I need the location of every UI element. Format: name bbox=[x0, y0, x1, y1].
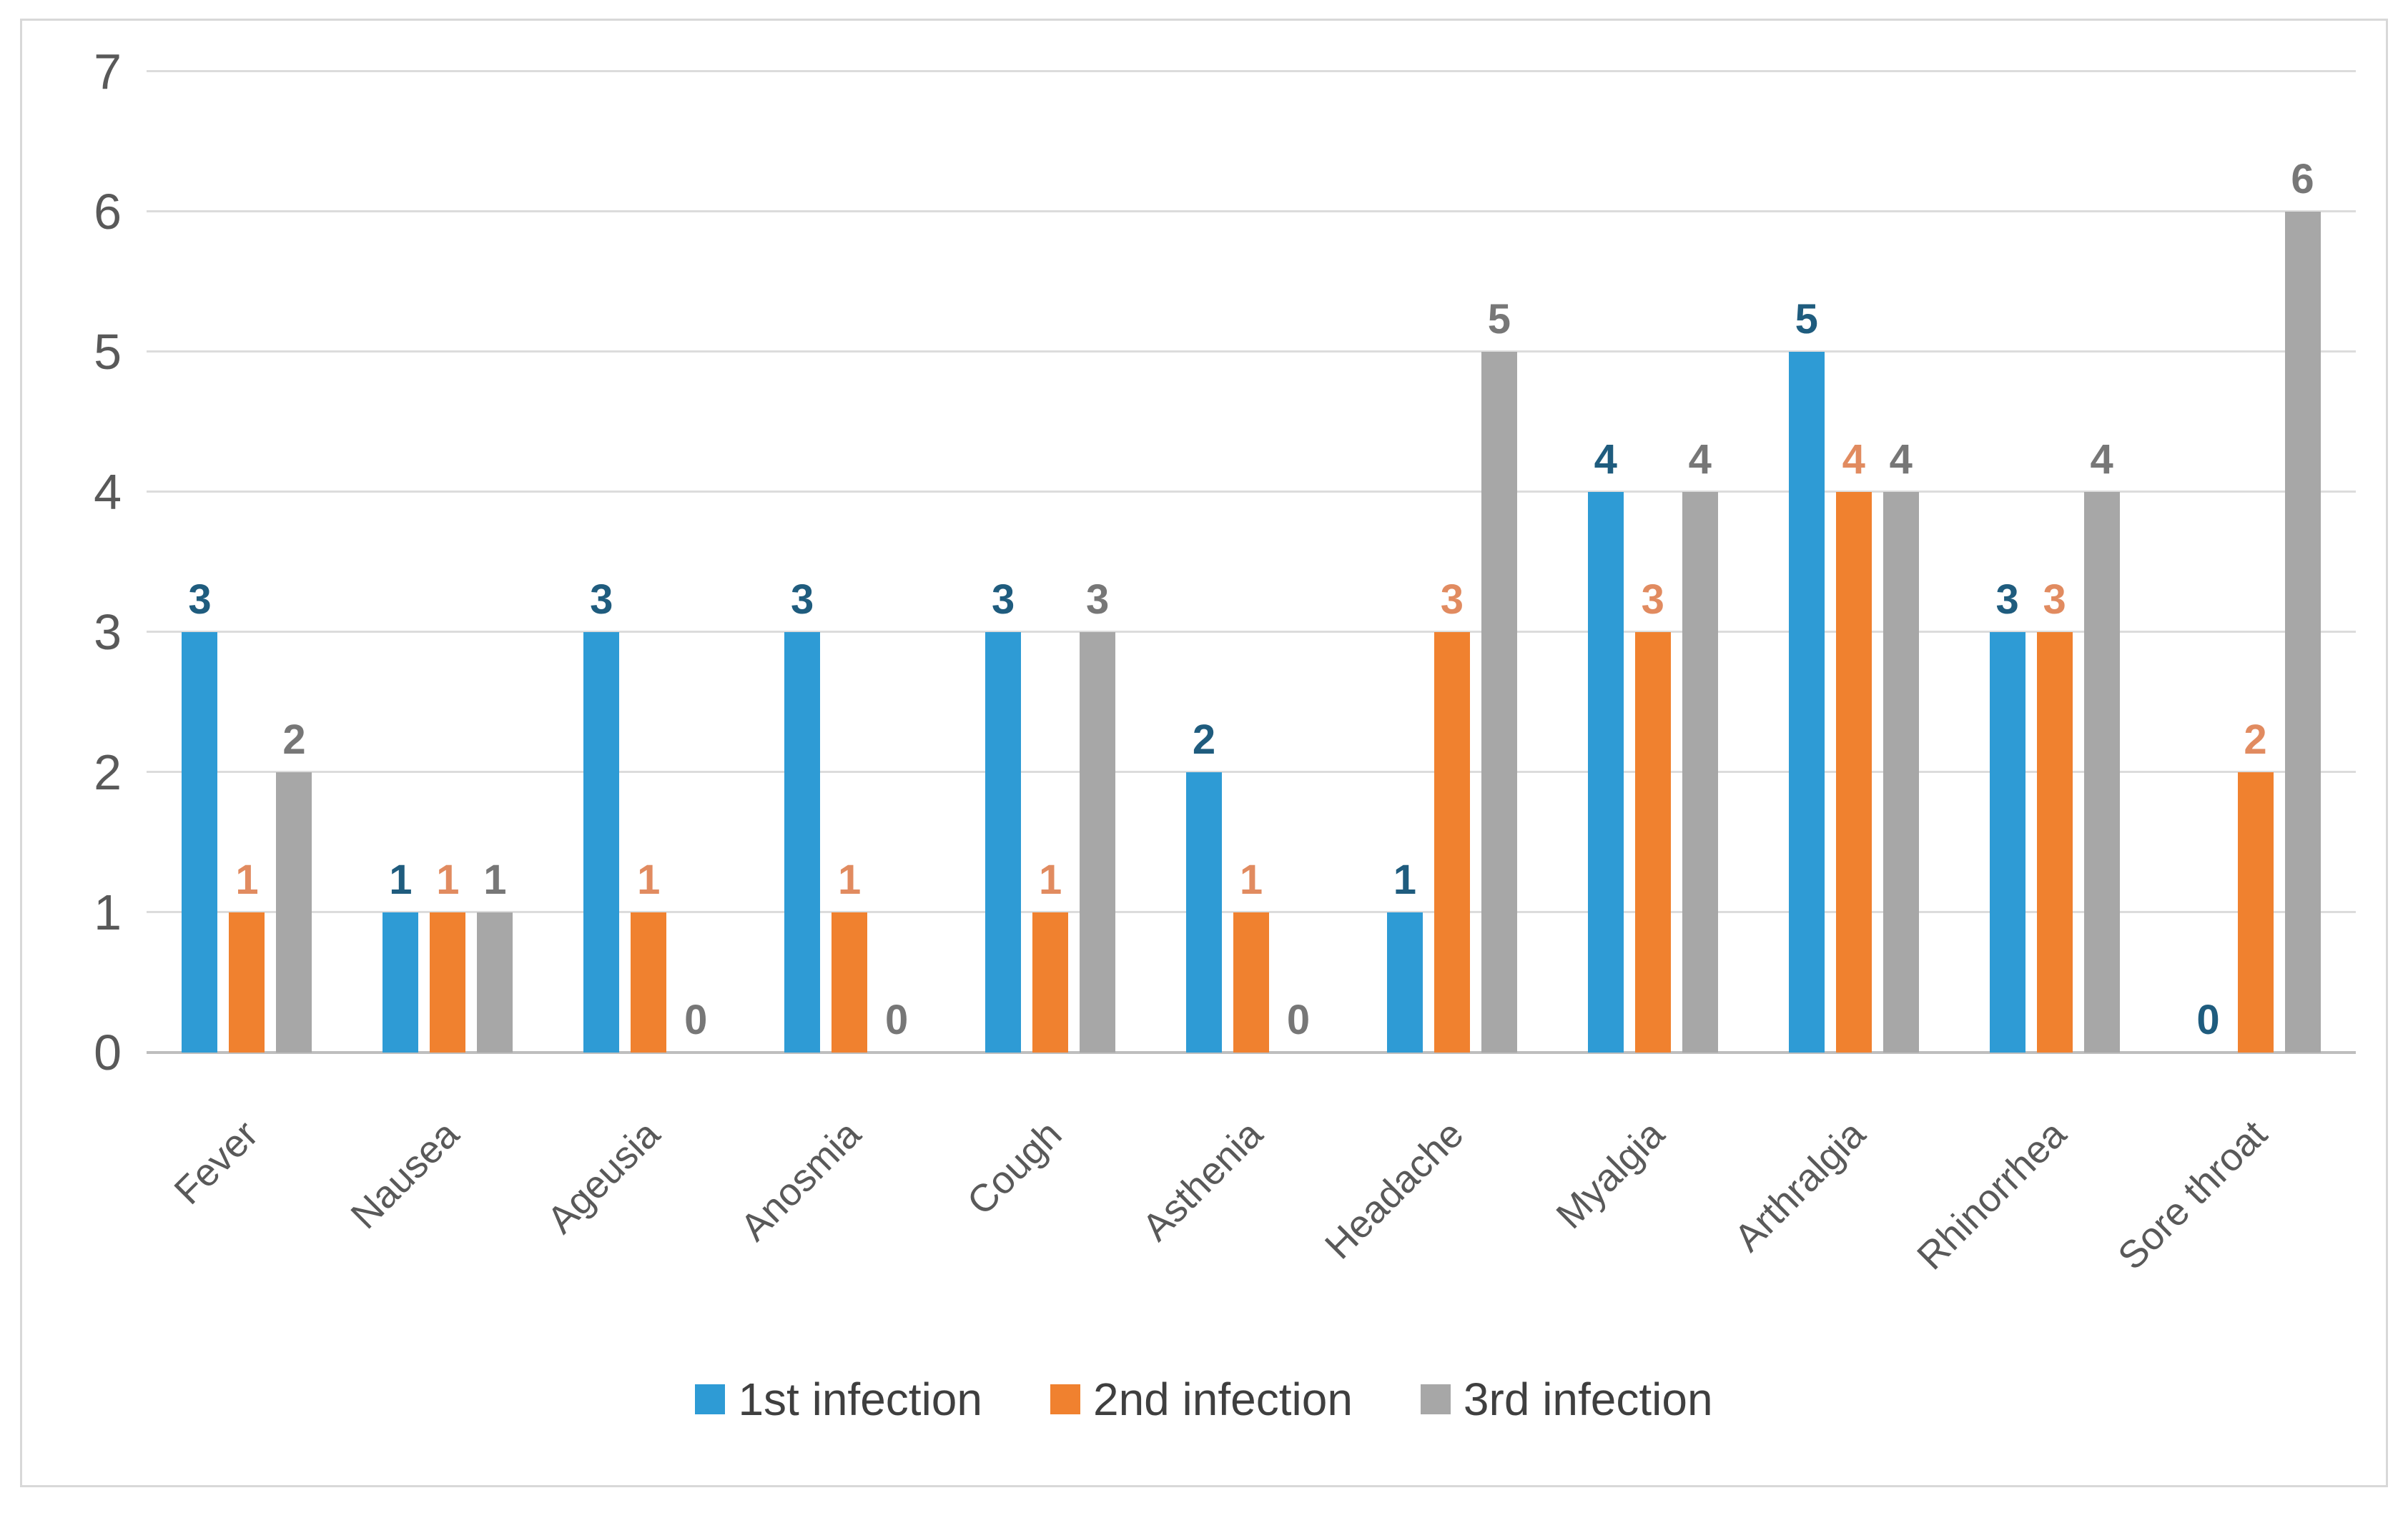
gridline bbox=[147, 210, 2356, 212]
legend-label: 1st infection bbox=[738, 1374, 982, 1425]
bar-value-label: 1 bbox=[235, 857, 259, 903]
bar-value-label: 0 bbox=[1286, 997, 1311, 1043]
bar-value-label: 0 bbox=[885, 997, 909, 1043]
bar-1st-infection bbox=[182, 632, 218, 1053]
legend-swatch bbox=[1420, 1384, 1451, 1414]
bar-value-label: 3 bbox=[991, 576, 1015, 623]
bar-value-label: 1 bbox=[389, 857, 413, 903]
bar-value-label: 4 bbox=[1594, 436, 1617, 483]
bar-value-label: 3 bbox=[1085, 576, 1110, 623]
legend-item: 2nd infection bbox=[1050, 1374, 1353, 1424]
bar-value-label: 5 bbox=[1795, 296, 1818, 342]
y-axis-tick-label: 2 bbox=[94, 744, 122, 800]
bar-value-label: 1 bbox=[1393, 857, 1417, 903]
bar-value-label: 3 bbox=[791, 576, 814, 623]
bar-1st-infection bbox=[383, 912, 419, 1053]
bar-value-label: 3 bbox=[590, 576, 613, 623]
bar-value-label: 1 bbox=[1239, 857, 1263, 903]
bar-value-label: 3 bbox=[1995, 576, 2019, 623]
y-axis-tick-label: 3 bbox=[94, 604, 122, 660]
bar-value-label: 3 bbox=[1440, 576, 1464, 623]
bar-2nd-infection bbox=[1032, 912, 1069, 1053]
bar-value-label: 3 bbox=[1641, 576, 1664, 623]
legend-item: 1st infection bbox=[695, 1374, 982, 1424]
bar-2nd-infection bbox=[1835, 492, 1872, 1053]
bar-1st-infection bbox=[1386, 912, 1423, 1053]
bar-3rd-infection bbox=[1682, 492, 1718, 1053]
gridline bbox=[147, 911, 2356, 913]
bar-2nd-infection bbox=[631, 912, 667, 1053]
bar-value-label: 1 bbox=[1038, 857, 1062, 903]
bar-1st-infection bbox=[985, 632, 1022, 1053]
bar-2nd-infection bbox=[430, 912, 466, 1053]
bar-2nd-infection bbox=[2237, 772, 2274, 1053]
bar-value-label: 2 bbox=[282, 716, 306, 763]
bar-1st-infection bbox=[1587, 492, 1624, 1053]
bar-1st-infection bbox=[1788, 352, 1825, 1053]
bar-3rd-infection bbox=[477, 912, 513, 1053]
x-axis-line bbox=[147, 1051, 2356, 1054]
y-axis-tick-label: 4 bbox=[94, 464, 122, 520]
bar-value-label: 4 bbox=[1842, 436, 1865, 483]
legend-swatch bbox=[695, 1384, 726, 1414]
bar-2nd-infection bbox=[1233, 912, 1269, 1053]
bar-value-label: 4 bbox=[1688, 436, 1712, 483]
bar-2nd-infection bbox=[229, 912, 265, 1053]
bar-2nd-infection bbox=[1434, 632, 1470, 1053]
bar-3rd-infection bbox=[276, 772, 312, 1053]
bar-3rd-infection bbox=[1481, 352, 1517, 1053]
legend-label: 3rd infection bbox=[1463, 1374, 1713, 1425]
gridline bbox=[147, 70, 2356, 72]
legend: 1st infection 2nd infection 3rd infection bbox=[0, 1374, 2408, 1424]
y-axis-tick-label: 0 bbox=[94, 1025, 122, 1080]
gridline bbox=[147, 350, 2356, 353]
bar-3rd-infection bbox=[1080, 632, 1116, 1053]
bar-value-label: 5 bbox=[1487, 296, 1511, 342]
bar-value-label: 1 bbox=[838, 857, 862, 903]
bar-2nd-infection bbox=[832, 912, 868, 1053]
legend-swatch bbox=[1050, 1384, 1080, 1414]
bar-1st-infection bbox=[784, 632, 821, 1053]
y-axis-tick-label: 1 bbox=[94, 884, 122, 940]
bar-value-label: 1 bbox=[637, 857, 661, 903]
legend-label: 2nd infection bbox=[1092, 1374, 1353, 1425]
y-axis-tick-label: 6 bbox=[94, 184, 122, 240]
bar-2nd-infection bbox=[2036, 632, 2073, 1053]
bar-value-label: 4 bbox=[1889, 436, 1913, 483]
bar-value-label: 6 bbox=[2291, 156, 2314, 202]
bar-value-label: 2 bbox=[1192, 716, 1216, 763]
bar-value-label: 0 bbox=[684, 997, 708, 1043]
gridline bbox=[147, 631, 2356, 633]
bar-1st-infection bbox=[1989, 632, 2025, 1053]
bar-value-label: 3 bbox=[2043, 576, 2066, 623]
bar-value-label: 2 bbox=[2244, 716, 2267, 763]
bar-value-label: 4 bbox=[2090, 436, 2113, 483]
bar-value-label: 1 bbox=[483, 857, 507, 903]
bar-1st-infection bbox=[583, 632, 620, 1053]
bar-1st-infection bbox=[1186, 772, 1222, 1053]
bar-value-label: 0 bbox=[2196, 997, 2220, 1043]
gridline bbox=[147, 491, 2356, 493]
bar-3rd-infection bbox=[1883, 492, 1919, 1053]
bar-3rd-infection bbox=[2284, 212, 2321, 1053]
y-axis-tick-label: 5 bbox=[94, 324, 122, 380]
bar-value-label: 1 bbox=[436, 857, 460, 903]
bar-value-label: 3 bbox=[188, 576, 212, 623]
y-axis-tick-label: 7 bbox=[94, 44, 122, 99]
legend-item: 3rd infection bbox=[1420, 1374, 1713, 1425]
bar-2nd-infection bbox=[1634, 632, 1671, 1053]
gridline bbox=[147, 771, 2356, 773]
bar-3rd-infection bbox=[2083, 492, 2120, 1053]
